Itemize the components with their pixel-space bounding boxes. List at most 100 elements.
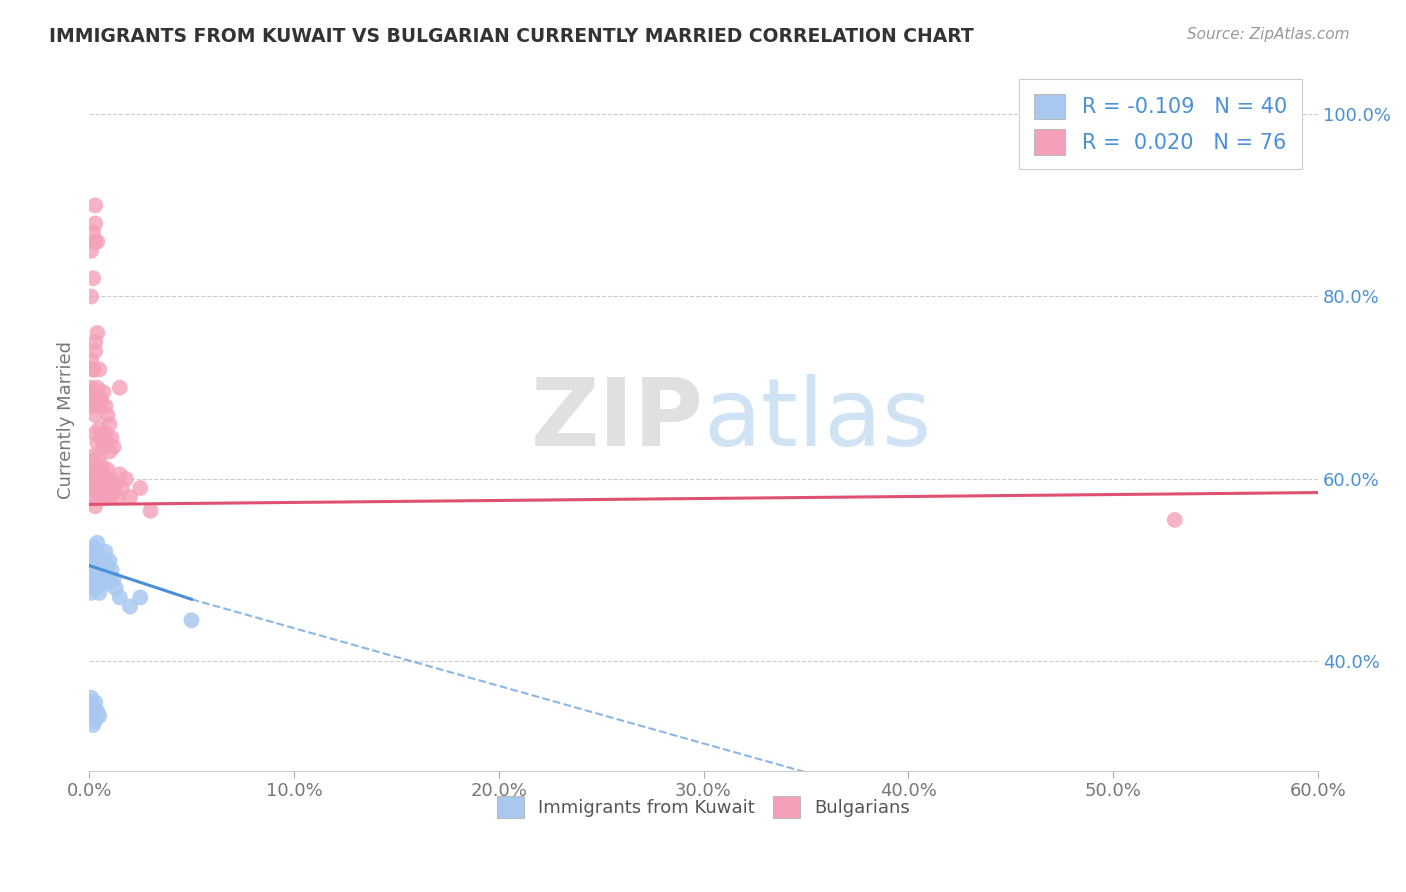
Point	[89, 567, 111, 582]
Point	[93, 554, 115, 568]
Point	[80, 709, 103, 723]
Point	[82, 362, 104, 376]
Text: ZIP: ZIP	[530, 374, 703, 466]
Point	[84, 500, 107, 514]
Point	[93, 481, 115, 495]
Point	[84, 344, 107, 359]
Point	[1164, 513, 1187, 527]
Point	[82, 576, 104, 591]
Point	[80, 289, 103, 303]
Text: Source: ZipAtlas.com: Source: ZipAtlas.com	[1187, 27, 1350, 42]
Point	[118, 599, 141, 614]
Point	[96, 408, 118, 422]
Point	[84, 714, 107, 728]
Point	[89, 481, 111, 495]
Point	[94, 490, 117, 504]
Point	[86, 472, 108, 486]
Point	[103, 440, 125, 454]
Point	[84, 235, 107, 249]
Point	[89, 549, 111, 564]
Y-axis label: Currently Married: Currently Married	[58, 341, 75, 499]
Point	[94, 426, 117, 441]
Point	[180, 613, 202, 627]
Point	[80, 490, 103, 504]
Point	[94, 399, 117, 413]
Point	[100, 431, 122, 445]
Point	[80, 567, 103, 582]
Point	[98, 472, 121, 486]
Text: IMMIGRANTS FROM KUWAIT VS BULGARIAN CURRENTLY MARRIED CORRELATION CHART: IMMIGRANTS FROM KUWAIT VS BULGARIAN CURR…	[49, 27, 974, 45]
Point	[129, 591, 152, 605]
Point	[90, 558, 112, 573]
Point	[82, 449, 104, 463]
Point	[108, 591, 131, 605]
Point	[84, 695, 107, 709]
Point	[89, 422, 111, 436]
Point	[80, 549, 103, 564]
Point	[84, 426, 107, 441]
Point	[93, 385, 115, 400]
Point	[84, 545, 107, 559]
Point	[80, 353, 103, 368]
Point	[84, 390, 107, 404]
Point	[139, 504, 162, 518]
Point	[94, 545, 117, 559]
Point	[82, 699, 104, 714]
Point	[82, 541, 104, 555]
Point	[90, 576, 112, 591]
Point	[80, 399, 103, 413]
Point	[94, 563, 117, 577]
Point	[84, 563, 107, 577]
Point	[96, 435, 118, 450]
Point	[129, 481, 152, 495]
Point	[89, 709, 111, 723]
Point	[86, 435, 108, 450]
Point	[82, 394, 104, 409]
Point	[82, 362, 104, 376]
Point	[98, 417, 121, 432]
Point	[86, 381, 108, 395]
Point	[80, 453, 103, 467]
Point	[96, 558, 118, 573]
Point	[89, 449, 111, 463]
Point	[93, 572, 115, 586]
Point	[86, 554, 108, 568]
Point	[84, 582, 107, 596]
Point	[82, 481, 104, 495]
Point	[94, 472, 117, 486]
Point	[80, 472, 103, 486]
Point	[89, 362, 111, 376]
Point	[103, 485, 125, 500]
Point	[82, 718, 104, 732]
Point	[89, 390, 111, 404]
Point	[108, 467, 131, 482]
Point	[86, 535, 108, 549]
Point	[96, 463, 118, 477]
Point	[86, 705, 108, 719]
Point	[82, 271, 104, 285]
Text: atlas: atlas	[703, 374, 932, 466]
Point	[90, 431, 112, 445]
Point	[108, 381, 131, 395]
Point	[90, 476, 112, 491]
Point	[93, 440, 115, 454]
Point	[96, 481, 118, 495]
Point	[90, 490, 112, 504]
Point	[84, 335, 107, 350]
Point	[93, 467, 115, 482]
Point	[82, 385, 104, 400]
Point	[100, 563, 122, 577]
Point	[90, 394, 112, 409]
Legend: Immigrants from Kuwait, Bulgarians: Immigrants from Kuwait, Bulgarians	[489, 789, 918, 825]
Point	[86, 326, 108, 340]
Point	[89, 586, 111, 600]
Point	[104, 476, 127, 491]
Point	[86, 235, 108, 249]
Point	[115, 472, 138, 486]
Point	[82, 558, 104, 573]
Point	[96, 576, 118, 591]
Point	[80, 690, 103, 705]
Point	[107, 490, 129, 504]
Point	[104, 582, 127, 596]
Point	[84, 408, 107, 422]
